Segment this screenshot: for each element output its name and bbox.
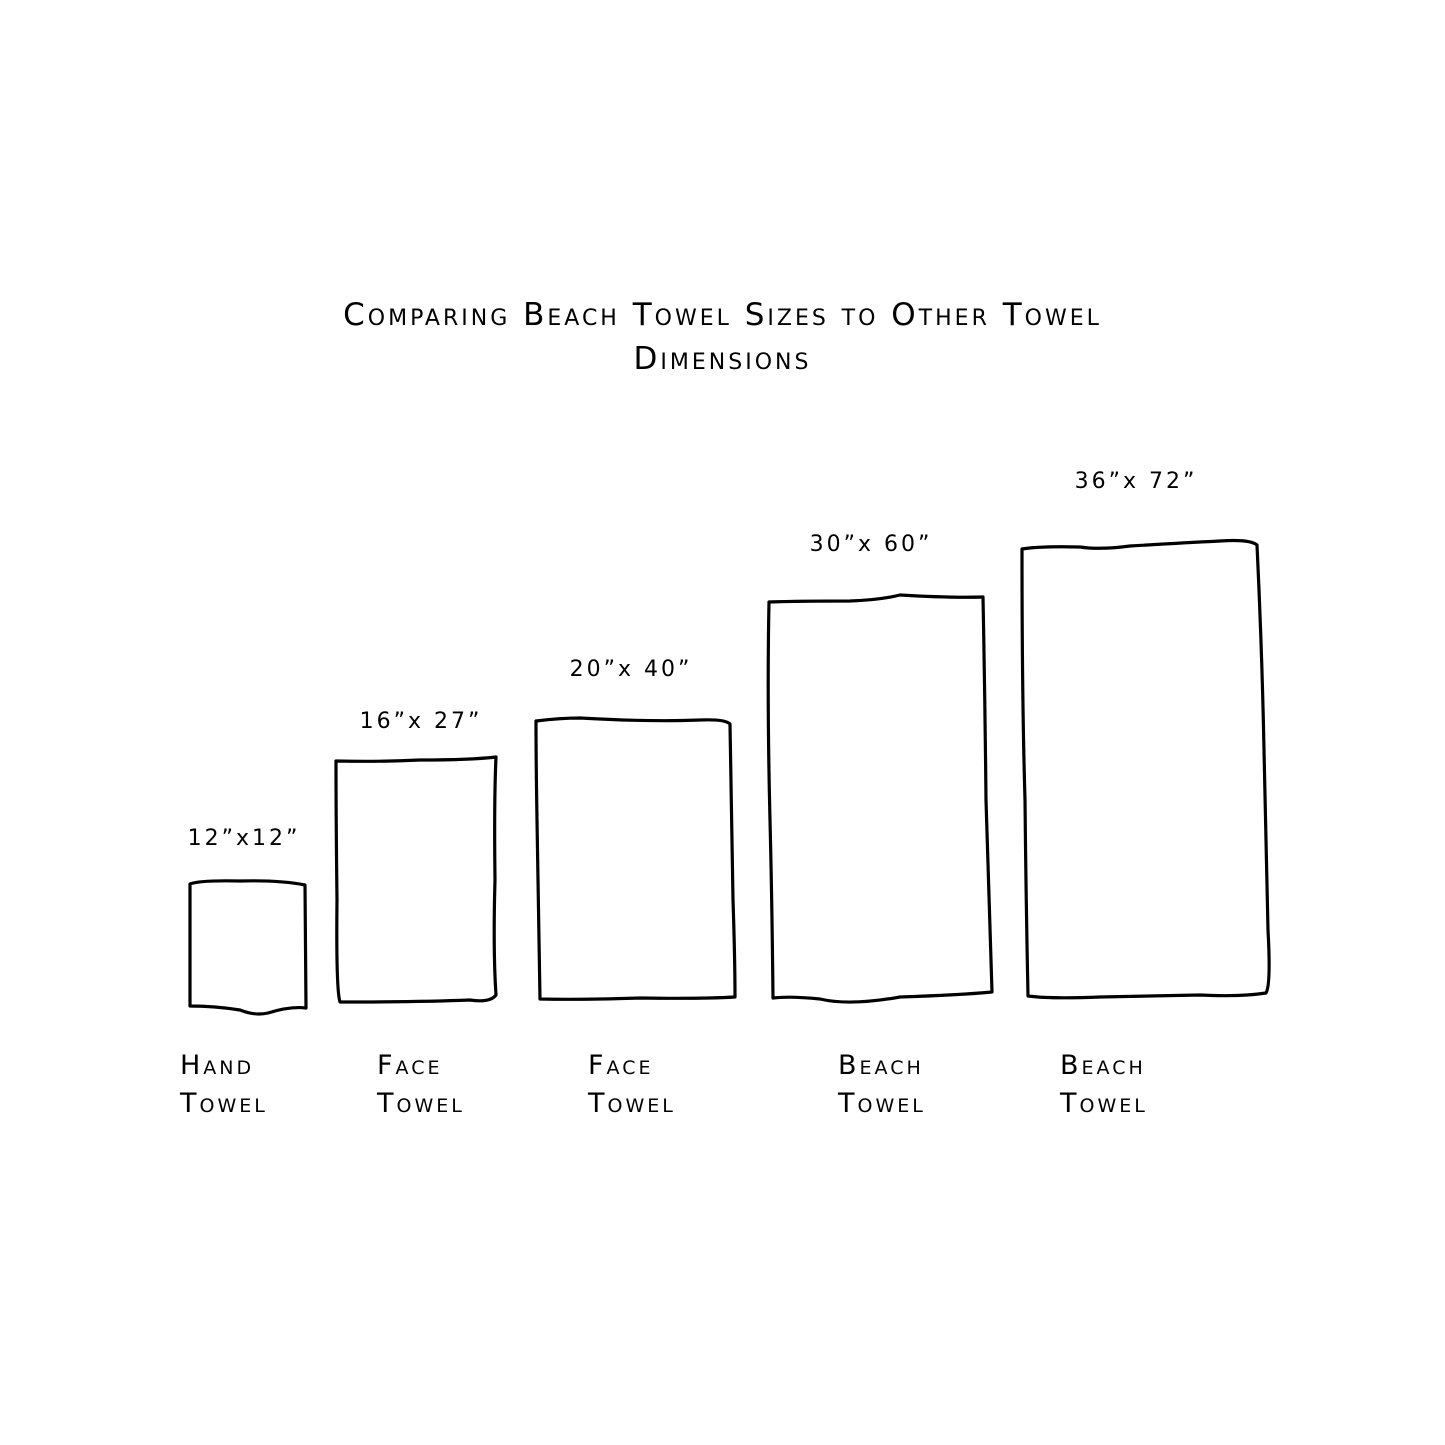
towel-name-beach-medium: Beach Towel [838, 1047, 926, 1123]
dimension-label-face-towel-large: 20”x 40” [569, 657, 693, 682]
towel-name-line1: Beach [838, 1050, 924, 1081]
towel-outline-beach-large [1020, 538, 1271, 1000]
towel-outline-face-small [334, 755, 498, 1004]
towel-outline-hand [188, 879, 308, 1016]
towel-name-line2: Towel [838, 1088, 926, 1119]
towel-name-face-small: Face Towel [377, 1047, 465, 1123]
title-line-1: Comparing Beach Towel Sizes to Other Tow… [343, 297, 1102, 333]
towel-name-beach-large: Beach Towel [1060, 1047, 1148, 1123]
towel-name-line1: Beach [1060, 1050, 1146, 1081]
dimension-label-face-towel-small: 16”x 27” [359, 709, 483, 734]
dimension-label-beach-towel-medium: 30”x 60” [809, 532, 933, 557]
towel-outline-face-large [534, 716, 737, 1001]
dimension-label-beach-towel-large: 36”x 72” [1074, 469, 1198, 494]
title-line-2: Dimensions [633, 341, 812, 377]
towel-name-line1: Hand [180, 1050, 255, 1081]
towel-outline-beach-medium [766, 593, 994, 1004]
towel-name-line2: Towel [377, 1088, 465, 1119]
towel-name-hand: Hand Towel [180, 1047, 268, 1123]
dimension-label-hand-towel: 12”x12” [187, 826, 301, 851]
towel-name-line2: Towel [588, 1088, 676, 1119]
diagram-title: Comparing Beach Towel Sizes to Other Tow… [0, 293, 1445, 381]
towel-name-line2: Towel [1060, 1088, 1148, 1119]
towel-name-line1: Face [588, 1050, 654, 1081]
towel-name-line1: Face [377, 1050, 443, 1081]
towel-name-face-large: Face Towel [588, 1047, 676, 1123]
towel-name-line2: Towel [180, 1088, 268, 1119]
